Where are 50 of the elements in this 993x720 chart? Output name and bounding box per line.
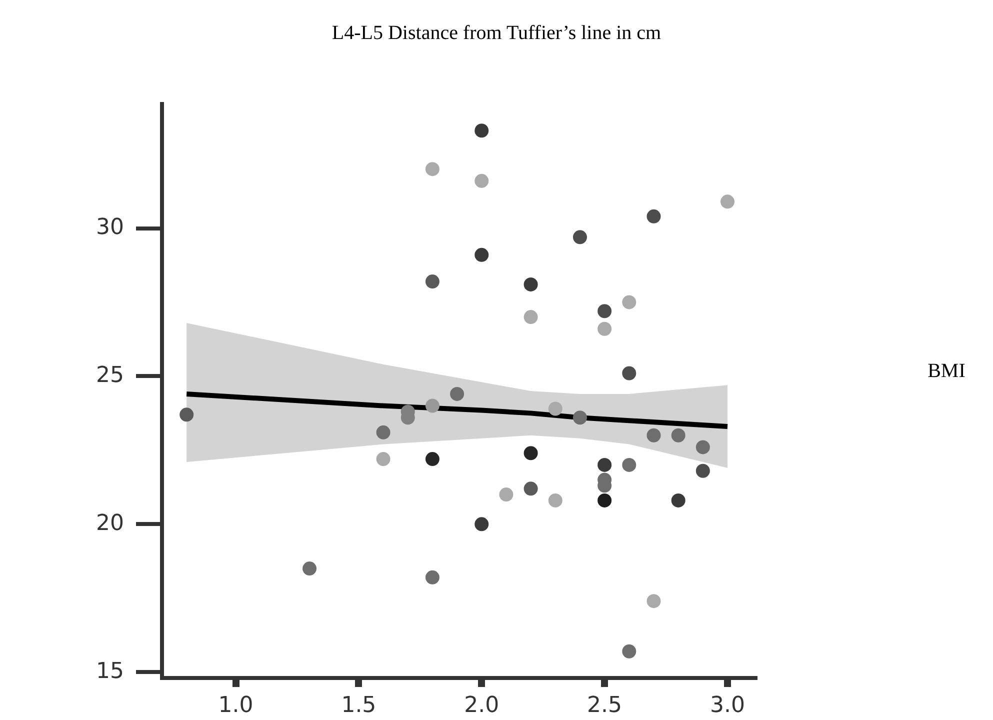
point [474, 517, 489, 532]
point [425, 452, 440, 466]
point [548, 493, 562, 508]
point [524, 310, 538, 324]
x-axis-title: L4-L5 Distance from Tuffier’s line in cm [330, 22, 662, 45]
point [548, 402, 562, 416]
point [622, 458, 636, 472]
point [598, 304, 612, 318]
point [474, 124, 489, 138]
point [646, 594, 661, 608]
y-tick-label: 30 [96, 214, 124, 240]
x-tick-label: 3.0 [710, 692, 745, 718]
point [376, 425, 390, 440]
text: BMI [926, 360, 966, 383]
point [425, 570, 440, 584]
point [622, 644, 636, 658]
point [425, 398, 440, 413]
point [598, 493, 612, 508]
x-tick-label: 2.0 [464, 692, 500, 718]
x-tick-label: 1.5 [341, 692, 376, 718]
y-tick-label: 15 [96, 658, 124, 684]
point [622, 366, 636, 380]
point [302, 562, 317, 576]
point [671, 493, 686, 508]
point [425, 274, 440, 289]
point [425, 162, 440, 176]
point [524, 446, 538, 460]
point [474, 248, 489, 262]
point [598, 322, 612, 336]
x-tick-label: 2.5 [587, 692, 622, 718]
point [572, 230, 587, 244]
point [671, 428, 686, 442]
point [720, 194, 734, 209]
y-tick-label: 25 [96, 362, 124, 388]
point [572, 410, 587, 425]
point [696, 464, 710, 478]
point [696, 440, 710, 454]
point [646, 428, 661, 442]
point [180, 408, 194, 422]
y-tick-label: 20 [96, 510, 124, 536]
point [376, 452, 390, 466]
point [524, 277, 538, 292]
point [474, 174, 489, 188]
x-tick-label: 1.0 [218, 692, 254, 718]
point [450, 386, 464, 401]
point [598, 458, 612, 472]
point [622, 295, 636, 310]
point [499, 488, 514, 502]
point [646, 209, 661, 224]
point [524, 482, 538, 496]
